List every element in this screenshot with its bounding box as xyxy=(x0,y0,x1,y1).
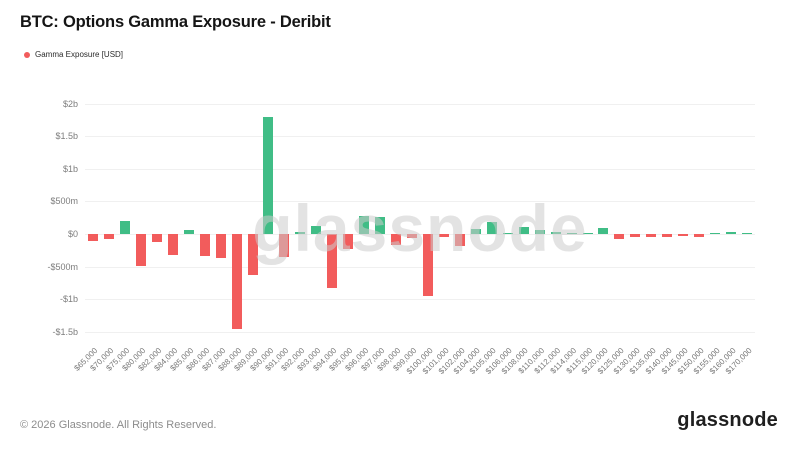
gamma-bar[interactable] xyxy=(486,222,497,234)
gamma-bar[interactable] xyxy=(502,233,513,234)
gridline xyxy=(85,103,755,105)
gridline xyxy=(85,234,755,235)
gamma-bar[interactable] xyxy=(295,232,306,234)
glassnode-logo[interactable]: glassnode xyxy=(677,409,778,431)
legend-dot-icon xyxy=(24,51,30,58)
gamma-exposure-chart: $2b $1.5b $1b $500m $0 -$500m -$1b -$1.5b glass… xyxy=(0,95,755,398)
y-axis-tick: $500m xyxy=(50,196,78,207)
gamma-bar[interactable] xyxy=(694,234,705,238)
gamma-bar[interactable] xyxy=(630,234,641,238)
gamma-bar[interactable] xyxy=(518,227,529,234)
gamma-bar[interactable] xyxy=(582,233,593,234)
gamma-bar[interactable] xyxy=(710,233,721,234)
chart-title: BTC: Options Gamma Exposure - Deribit xyxy=(20,13,331,31)
gamma-bar[interactable] xyxy=(662,234,673,238)
gamma-bar[interactable] xyxy=(614,234,625,239)
gamma-bar[interactable] xyxy=(87,234,98,242)
gridline xyxy=(85,331,755,333)
gamma-bar[interactable] xyxy=(422,234,433,296)
gamma-bar[interactable] xyxy=(726,232,737,234)
gamma-bar[interactable] xyxy=(550,232,561,234)
gamma-bar[interactable] xyxy=(646,234,657,237)
gamma-bar[interactable] xyxy=(199,234,210,256)
y-axis-tick: $1.5b xyxy=(55,131,78,142)
gamma-bar[interactable] xyxy=(391,234,402,246)
gamma-bar[interactable] xyxy=(183,230,194,234)
gridline xyxy=(85,266,755,268)
gamma-bar[interactable] xyxy=(151,234,162,243)
legend-item-gamma-exposure[interactable]: Gamma Exposure [USD] xyxy=(24,50,123,59)
gamma-bar[interactable] xyxy=(534,229,545,234)
y-axis-tick: -$500m xyxy=(47,261,78,272)
x-axis: $65,000 $70,000 $75,000 $80,000 $82,000 $84,0… xyxy=(73,340,755,398)
gridline xyxy=(85,299,755,301)
gamma-bar[interactable] xyxy=(119,220,130,234)
y-axis-tick: $1b xyxy=(62,163,78,174)
gamma-bar[interactable] xyxy=(438,234,449,238)
gamma-bar[interactable] xyxy=(343,234,354,250)
gamma-bar[interactable] xyxy=(327,234,338,289)
gridline xyxy=(85,136,755,138)
gamma-bar[interactable] xyxy=(598,228,609,234)
gamma-bar[interactable] xyxy=(678,234,689,236)
y-axis-tick: $0 xyxy=(67,229,78,239)
legend-label: Gamma Exposure [USD] xyxy=(35,50,124,59)
gamma-bar[interactable] xyxy=(359,215,370,234)
gamma-bar[interactable] xyxy=(247,234,258,276)
y-axis-tick: -$1.5b xyxy=(52,326,78,337)
gamma-bar[interactable] xyxy=(311,226,322,234)
gamma-bar[interactable] xyxy=(566,233,577,234)
gridline xyxy=(85,168,755,170)
gamma-bar[interactable] xyxy=(167,234,178,256)
gamma-bar[interactable] xyxy=(470,229,481,234)
gamma-bar[interactable] xyxy=(135,234,146,266)
y-axis-tick: -$1b xyxy=(59,294,78,305)
gamma-bar[interactable] xyxy=(103,234,114,240)
gamma-bar[interactable] xyxy=(279,234,290,257)
y-axis: $2b $1.5b $1b $500m $0 -$500m -$1b -$1.5b xyxy=(0,95,78,345)
y-axis-tick: $2b xyxy=(62,98,78,109)
gamma-bar[interactable] xyxy=(407,234,418,239)
gamma-bar[interactable] xyxy=(454,234,465,247)
gridline xyxy=(85,201,755,203)
gamma-bar[interactable] xyxy=(215,234,226,259)
gamma-bar[interactable] xyxy=(231,234,242,329)
copyright-text: © 2026 Glassnode. All Rights Reserved. xyxy=(20,419,217,431)
gamma-bar[interactable] xyxy=(263,116,274,234)
plot-area: glassnode xyxy=(85,95,755,345)
gamma-bar[interactable] xyxy=(742,233,753,234)
gamma-bar[interactable] xyxy=(375,217,386,234)
